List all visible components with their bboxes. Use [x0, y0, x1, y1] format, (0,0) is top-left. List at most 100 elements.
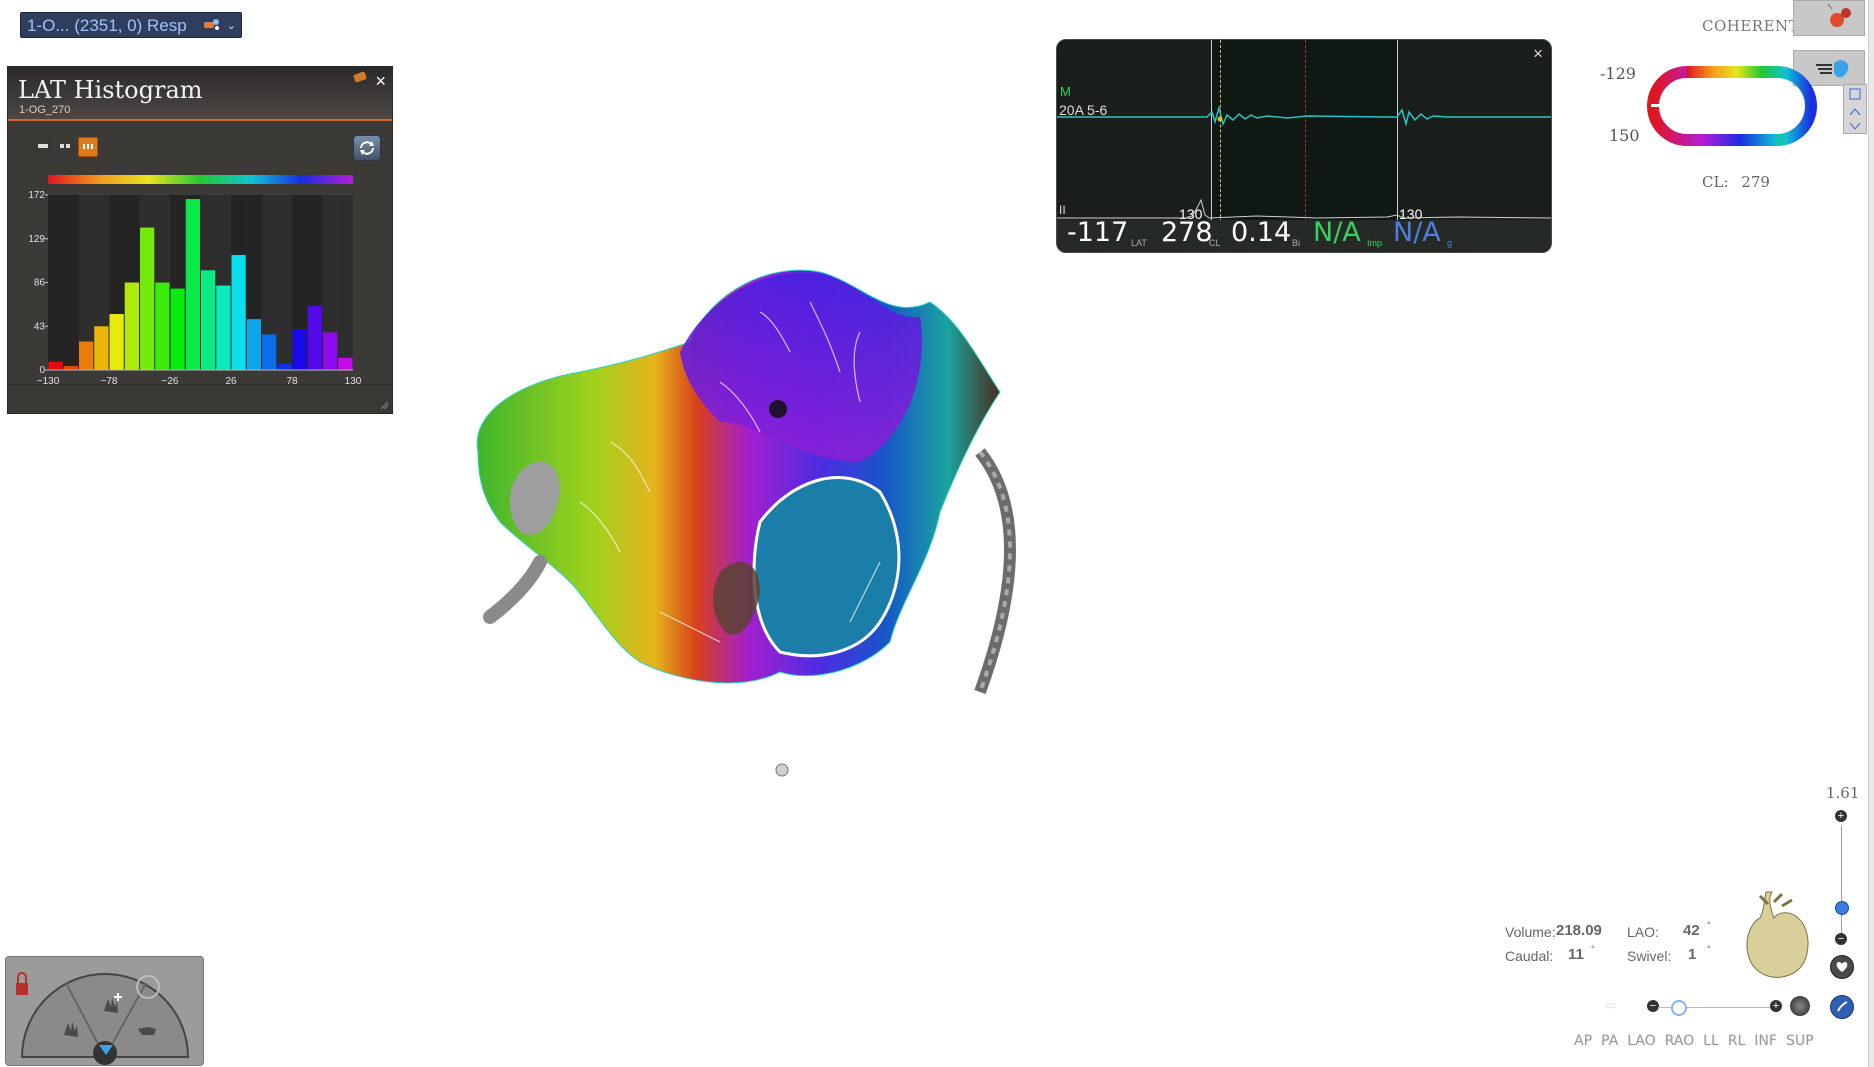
triple-bar-view-button[interactable]	[78, 137, 98, 157]
view-ll-button[interactable]: LL	[1703, 1033, 1719, 1049]
close-icon[interactable]: ×	[1533, 44, 1543, 63]
catheter-display-button[interactable]	[1793, 0, 1865, 36]
lat-histogram-chart: 172 129 86 43 0 −130 −78 −26 26 78 130	[28, 175, 362, 387]
histogram-bar[interactable]	[246, 319, 261, 370]
swivel-value: 1	[1688, 946, 1697, 963]
histogram-bar[interactable]	[201, 270, 216, 370]
lao-degree: °	[1707, 920, 1711, 930]
histogram-bar[interactable]	[323, 332, 338, 370]
histogram-bar[interactable]	[292, 329, 307, 370]
bi-value: 0.14	[1231, 217, 1292, 248]
imp-label: Imp	[1367, 238, 1383, 248]
window-scrollbar[interactable]	[1868, 0, 1874, 1067]
histogram-bar[interactable]	[48, 361, 63, 370]
cl-readout-label: CL:	[1702, 173, 1729, 191]
histogram-grid-column	[337, 195, 353, 370]
cl-readout: CL: 279	[1702, 173, 1770, 191]
caudal-degree: °	[1591, 944, 1595, 954]
histogram-bar[interactable]	[94, 326, 109, 370]
rotate-hand-icon[interactable]	[58, 1015, 84, 1041]
zoom-slider-track[interactable]	[1841, 826, 1842, 941]
lao-label: LAO:	[1627, 924, 1659, 940]
close-icon[interactable]: ×	[375, 71, 386, 91]
heart-orientation-icon[interactable]	[1738, 888, 1814, 984]
vtx-toggle-icon[interactable]: ▭	[1605, 998, 1617, 1012]
view-pa-button[interactable]: PA	[1601, 1033, 1619, 1049]
y-tick-label: 43	[34, 321, 46, 332]
opacity-slider-thumb[interactable]	[1671, 1000, 1687, 1016]
histogram-bar[interactable]	[79, 341, 94, 370]
histogram-title: LAT Histogram	[18, 76, 203, 104]
help-icon[interactable]	[1830, 995, 1854, 1019]
histogram-bar[interactable]	[262, 334, 277, 370]
bi-label: Bi	[1292, 238, 1301, 248]
view-inf-button[interactable]: INF	[1754, 1033, 1777, 1049]
histogram-bar[interactable]	[216, 285, 231, 370]
map-selector-label: 1-O... (2351, 0) Resp	[27, 16, 187, 35]
resize-grip-icon[interactable]	[379, 400, 389, 410]
tool-dial[interactable]	[5, 956, 204, 1066]
sync-icon[interactable]	[353, 135, 381, 161]
settings-ring-icon[interactable]	[136, 975, 160, 999]
view-ap-button[interactable]: AP	[1574, 1033, 1593, 1049]
view-lao-button[interactable]: LAO	[1627, 1033, 1656, 1049]
histogram-bar[interactable]	[307, 305, 322, 370]
histogram-bar[interactable]	[124, 282, 139, 371]
view-sup-button[interactable]: SUP	[1785, 1033, 1814, 1049]
imp-value: N/A	[1313, 217, 1361, 248]
lock-icon[interactable]	[12, 965, 34, 1005]
histogram-bar[interactable]	[155, 282, 170, 371]
heart-view-icon[interactable]	[1830, 955, 1854, 979]
y-tick-label: 129	[28, 234, 45, 245]
add-point-icon[interactable]	[98, 991, 124, 1017]
map-selector-dropdown[interactable]: 1-O... (2351, 0) Resp ⌄	[20, 12, 242, 38]
swivel-degree: °	[1707, 944, 1711, 954]
caudal-label: Caudal:	[1505, 948, 1554, 964]
histogram-bar[interactable]	[185, 199, 200, 370]
x-tick-label: 26	[225, 376, 237, 387]
view-rao-button[interactable]: RAO	[1664, 1033, 1695, 1049]
histogram-header[interactable]: LAT Histogram 1-OG_270 ×	[8, 67, 392, 121]
slider-plus-button[interactable]: +	[1770, 1000, 1782, 1012]
histogram-bar[interactable]	[109, 314, 124, 370]
histogram-bar[interactable]	[277, 363, 292, 370]
cl-label: CL	[1209, 238, 1221, 248]
histogram-bar[interactable]	[231, 255, 246, 370]
cardiac-3d-map[interactable]	[460, 262, 1080, 812]
lao-value: 42	[1683, 922, 1700, 939]
histogram-bar[interactable]	[140, 227, 155, 370]
pin-icon[interactable]	[352, 71, 368, 83]
view-rl-button[interactable]: RL	[1727, 1033, 1746, 1049]
shading-ball-icon[interactable]	[1790, 996, 1810, 1016]
slider-minus-button[interactable]: −	[1647, 1000, 1659, 1012]
zoom-value: 1.61	[1826, 784, 1860, 802]
color-scale-ring[interactable]	[1647, 66, 1827, 146]
histogram-grid-column	[292, 195, 308, 370]
g-value: N/A	[1393, 217, 1441, 248]
volume-value: 218.09	[1556, 922, 1602, 939]
histogram-bar[interactable]	[338, 357, 353, 370]
zoom-in-button[interactable]: +	[1835, 810, 1847, 822]
y-tick-label: 86	[34, 278, 46, 289]
single-bar-view-button[interactable]	[34, 137, 52, 155]
woi-right-border[interactable]	[1397, 40, 1398, 222]
y-tick-label: 172	[28, 190, 45, 201]
chevron-down-icon[interactable]: ⌄	[226, 20, 236, 32]
window-of-interest[interactable]	[1211, 40, 1397, 222]
opacity-slider-track[interactable]	[1658, 1007, 1778, 1008]
pan-hand-icon[interactable]	[134, 1015, 160, 1041]
woi-left-border[interactable]	[1211, 40, 1212, 222]
zoom-slider-thumb[interactable]	[1835, 901, 1849, 915]
zoom-out-button[interactable]: −	[1835, 933, 1847, 945]
histogram-bar[interactable]	[170, 288, 185, 370]
cl-readout-value: 279	[1741, 173, 1770, 191]
filter-icon[interactable]	[98, 1043, 114, 1057]
channel-2-label: II	[1059, 203, 1066, 217]
histogram-bar[interactable]	[63, 365, 78, 370]
side-control-strip[interactable]	[1843, 84, 1867, 134]
cl-value: 278	[1161, 217, 1213, 248]
channel-1-label: 20A 5-6	[1059, 102, 1108, 118]
histogram-grid-column	[322, 195, 338, 370]
double-bar-view-button[interactable]	[56, 137, 74, 155]
x-tick-label: 78	[286, 376, 298, 387]
